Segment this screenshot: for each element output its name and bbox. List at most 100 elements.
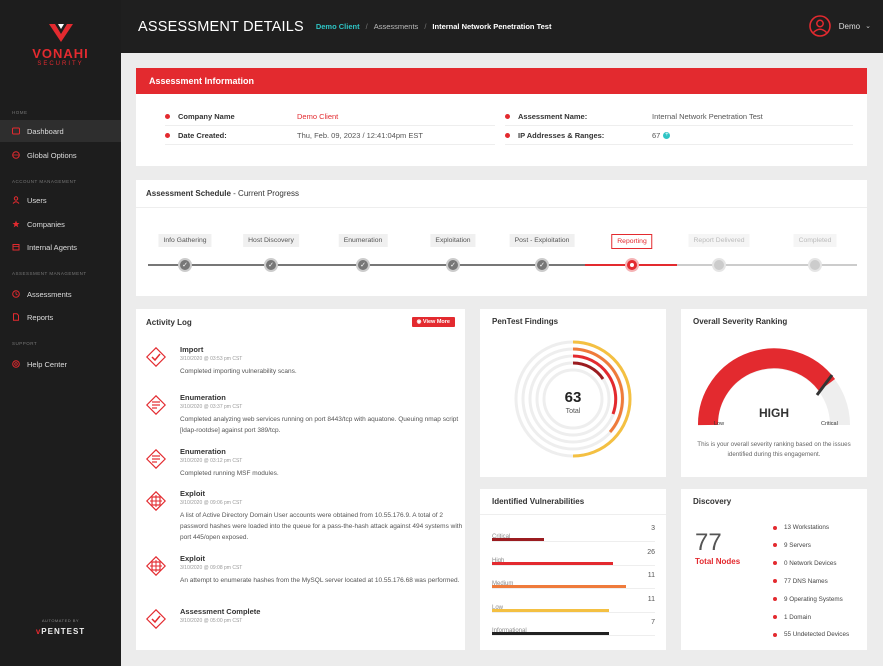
discovery-item-label: 9 Operating Systems xyxy=(784,595,843,603)
ip-label: IP Addresses & Ranges: xyxy=(518,130,605,140)
vulnerability-row[interactable]: Critical 3 xyxy=(492,525,655,543)
phase-label[interactable]: Host Discovery xyxy=(243,234,299,247)
discovery-item-label: 0 Network Devices xyxy=(784,559,837,567)
sidebar-item-help-center[interactable]: Help Center xyxy=(0,353,121,375)
help-icon xyxy=(12,360,20,368)
phase-label[interactable]: Report Delivered xyxy=(688,234,750,247)
discovery-item[interactable]: 13 Workstations xyxy=(773,524,829,531)
section-support: SUPPORT xyxy=(12,341,38,346)
bullet-dot xyxy=(505,132,510,138)
bullet-dot xyxy=(505,113,510,119)
vulnerability-label: Critical xyxy=(492,534,511,540)
phase-label[interactable]: Post - Exploitation xyxy=(509,234,575,247)
vulnerability-divider xyxy=(492,541,655,542)
user-menu[interactable]: Demo ⌄ xyxy=(808,15,871,37)
view-more-button[interactable]: ◉ View More xyxy=(411,317,455,327)
activity-title-text: Enumeration xyxy=(180,447,226,456)
activity-title-text: Assessment Complete xyxy=(180,607,261,616)
gauge-needle xyxy=(815,374,834,396)
vulnerabilities-title: Identified Vulnerabilities xyxy=(480,489,666,515)
discovery-item-label: 55 Undetected Devices xyxy=(784,631,850,639)
vulnerability-divider xyxy=(492,611,655,613)
breadcrumb-client[interactable]: Demo Client xyxy=(315,22,360,31)
vulnerability-row[interactable]: Medium 11 xyxy=(492,572,655,590)
gauge-fill xyxy=(697,348,836,426)
phase-label[interactable]: Enumeration xyxy=(338,234,388,247)
discovery-card: Discovery 77 Total Nodes xyxy=(681,489,867,650)
company-value[interactable]: Demo Client xyxy=(297,111,339,121)
vulnerability-count: 11 xyxy=(647,572,655,579)
list-badge-icon xyxy=(146,395,166,415)
sidebar-item-users[interactable]: Users xyxy=(0,189,121,211)
clock-icon xyxy=(12,290,20,298)
phase-pending-icon xyxy=(712,258,726,272)
severity-card: Overall Severity Ranking HIGH Low Critic… xyxy=(681,309,867,477)
discovery-item[interactable]: 9 Operating Systems xyxy=(773,596,843,603)
sidebar: VONAHI SECURITY HOME Dashboard Global Op… xyxy=(0,0,121,666)
discovery-item[interactable]: 77 DNS Names xyxy=(773,578,828,585)
discovery-item[interactable]: 55 Undetected Devices xyxy=(773,631,849,638)
discovery-item[interactable]: 0 Network Devices xyxy=(773,560,837,567)
discovery-item[interactable]: 9 Servers xyxy=(773,542,811,549)
breadcrumb-separator: / xyxy=(365,22,368,31)
activity-timestamp: 3/10/2020 @ 09:06 pm CST xyxy=(180,500,243,506)
activity-log-card: Activity Log ◉ View More Import 3/10/2020… xyxy=(136,309,465,650)
activity-title: Activity Log xyxy=(146,317,192,327)
track-done xyxy=(148,264,632,266)
sidebar-item-label: Users xyxy=(27,195,47,205)
severity-gauge xyxy=(697,348,850,426)
activity-description: Completed running MSF modules. xyxy=(180,470,279,477)
box-icon xyxy=(12,243,20,251)
vulnerability-bar xyxy=(492,561,613,565)
breadcrumb-separator: / xyxy=(424,22,427,31)
powered-by-label: AUTOMATED BY xyxy=(41,618,80,623)
bullet-dot xyxy=(773,561,777,566)
discovery-item[interactable]: 1 Domain xyxy=(773,614,811,621)
phase-complete-icon: ✓ xyxy=(178,258,192,272)
vulnerability-row[interactable]: Low 11 xyxy=(492,596,655,614)
sidebar-item-dashboard[interactable]: Dashboard xyxy=(0,120,121,142)
brand-logo[interactable]: VONAHI SECURITY xyxy=(0,22,121,67)
phase-label[interactable]: Completed xyxy=(793,234,837,247)
sidebar-item-companies[interactable]: Companies xyxy=(0,213,121,235)
sidebar-item-label: Reports xyxy=(27,312,54,322)
breadcrumb-assessments[interactable]: Assessments xyxy=(373,22,419,31)
ring-medium xyxy=(572,347,624,433)
discovery-item-label: 13 Workstations xyxy=(784,524,830,531)
findings-total: 63 xyxy=(564,389,582,406)
track-future xyxy=(677,264,857,266)
severity-ranking: HIGH xyxy=(759,406,789,420)
discovery-total: 77 xyxy=(695,529,722,556)
activity-title-text: Exploit xyxy=(180,489,206,498)
company-row: Company Name Demo Client xyxy=(165,107,495,126)
vulnerability-bar xyxy=(492,608,610,612)
activity-description: Completed analyzing web services running… xyxy=(180,416,459,434)
ring-critical xyxy=(572,361,605,380)
severity-description: This is your overall severity ranking ba… xyxy=(697,441,851,458)
activity-timestamp: 3/10/2020 @ 03:53 pm CST xyxy=(180,356,243,362)
sidebar-item-label: Companies xyxy=(27,219,65,229)
phase-label[interactable]: Info Gathering xyxy=(158,234,212,247)
sidebar-item-assessments[interactable]: Assessments xyxy=(0,283,121,305)
brand-name: VONAHI xyxy=(32,46,89,61)
vulnerability-row[interactable]: High 26 xyxy=(492,549,655,567)
sidebar-item-internal-agents[interactable]: Internal Agents xyxy=(0,236,121,258)
vulnerability-row[interactable]: Informational 7 xyxy=(492,619,655,637)
target-badge-icon xyxy=(146,491,166,511)
activity-title-text: Enumeration xyxy=(180,393,226,402)
sidebar-item-reports[interactable]: Reports xyxy=(0,306,121,328)
phase-label[interactable]: Reporting xyxy=(611,234,653,249)
phase-complete-icon: ✓ xyxy=(264,258,278,272)
sidebar-item-global-options[interactable]: Global Options xyxy=(0,144,121,166)
vulnerability-bar xyxy=(492,585,626,588)
ip-value: 67 xyxy=(652,130,661,140)
section-assessment-management: ASSESSMENT MANAGEMENT xyxy=(12,271,87,276)
vulnerability-count: 7 xyxy=(651,619,655,626)
plus-icon[interactable]: + xyxy=(663,132,671,140)
sidebar-item-label: Dashboard xyxy=(27,126,64,136)
report-icon xyxy=(12,313,20,321)
assessment-name-label: Assessment Name: xyxy=(518,111,588,121)
phase-label[interactable]: Exploitation xyxy=(430,234,476,247)
list-badge-icon xyxy=(146,449,166,469)
chevron-down-icon: ⌄ xyxy=(865,23,871,30)
